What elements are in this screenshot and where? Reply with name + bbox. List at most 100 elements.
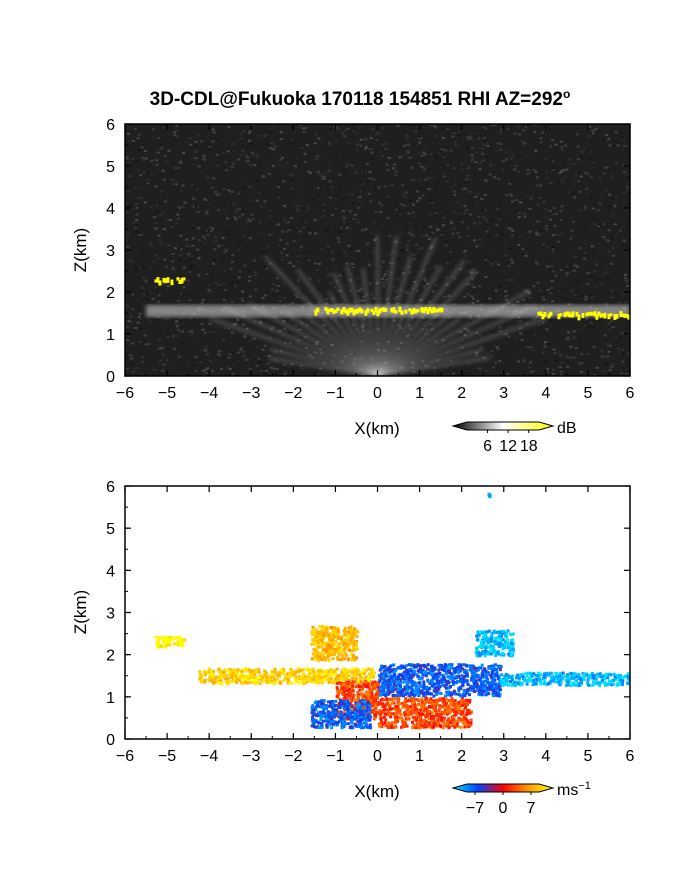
noise-pixel — [617, 301, 621, 304]
noise-pixel — [532, 285, 536, 288]
noise-pixel — [376, 170, 380, 173]
noise-pixel — [351, 130, 355, 133]
noise-pixel — [269, 131, 273, 134]
velocity-pixel — [305, 675, 309, 679]
velocity-pixel — [203, 670, 207, 674]
noise-pixel — [177, 328, 181, 331]
noise-pixel — [569, 254, 573, 257]
noise-pixel — [285, 254, 289, 257]
noise-pixel — [179, 234, 183, 237]
velocity-pixel — [341, 693, 345, 697]
noise-pixel — [371, 157, 375, 160]
noise-pixel — [175, 325, 179, 328]
noise-pixel — [584, 148, 588, 151]
velocity-pixel — [465, 689, 469, 693]
velocity-pixel — [381, 674, 385, 678]
noise-pixel — [552, 302, 556, 305]
noise-pixel — [145, 281, 149, 284]
velocity-pixel — [452, 668, 456, 672]
velocity-pixel — [586, 683, 590, 687]
noise-pixel — [522, 212, 526, 215]
velocity-pixel — [491, 688, 495, 692]
noise-pixel — [164, 261, 168, 264]
velocity-pixel — [450, 675, 454, 679]
noise-pixel — [374, 133, 378, 136]
velocity-pixel — [549, 679, 553, 683]
velocity-pixel — [569, 671, 573, 675]
ray — [268, 357, 378, 376]
noise-pixel — [191, 244, 195, 247]
noise-pixel — [528, 172, 532, 175]
noise-pixel — [212, 189, 216, 192]
velocity-pixel — [205, 671, 209, 675]
noise-pixel — [254, 290, 258, 293]
noise-pixel — [167, 126, 171, 129]
velocity-pixel — [498, 688, 502, 692]
noise-pixel — [384, 141, 388, 144]
noise-pixel — [343, 250, 347, 253]
noise-pixel — [424, 234, 428, 237]
noise-pixel — [331, 258, 335, 261]
noise-pixel — [157, 151, 161, 154]
noise-pixel — [529, 357, 533, 360]
noise-pixel — [486, 144, 490, 147]
velocity-pixel — [447, 681, 451, 685]
noise-pixel — [343, 135, 347, 138]
noise-pixel — [279, 151, 283, 154]
velocity-pixel — [346, 695, 350, 699]
velocity-pixel — [449, 693, 453, 697]
noise-pixel — [148, 267, 152, 270]
noise-pixel — [593, 223, 597, 226]
velocity-pixel — [168, 643, 172, 647]
noise-pixel — [484, 127, 488, 130]
y-tick-label: 3 — [106, 243, 115, 260]
velocity-pixel — [156, 645, 160, 649]
echo-pixel — [577, 314, 581, 321]
noise-pixel — [510, 234, 514, 237]
noise-pixel — [212, 131, 216, 134]
noise-pixel — [399, 177, 403, 180]
noise-pixel — [433, 189, 437, 192]
noise-pixel — [551, 245, 555, 248]
noise-pixel — [208, 331, 212, 334]
velocity-pixel — [302, 668, 306, 672]
velocity-pixel — [526, 671, 530, 675]
noise-pixel — [164, 265, 168, 268]
noise-pixel — [362, 166, 366, 169]
noise-pixel — [145, 135, 149, 138]
noise-pixel — [590, 296, 594, 299]
velocity-pixel — [337, 674, 341, 678]
noise-pixel — [277, 259, 281, 262]
velocity-pixel — [603, 681, 607, 685]
noise-pixel — [338, 230, 342, 233]
noise-pixel — [570, 288, 574, 291]
velocity-pixel — [472, 678, 476, 682]
noise-pixel — [570, 290, 574, 293]
noise-pixel — [130, 208, 134, 211]
noise-pixel — [416, 155, 420, 158]
noise-pixel — [375, 136, 379, 139]
noise-pixel — [395, 257, 399, 260]
noise-pixel — [484, 241, 488, 244]
noise-pixel — [535, 220, 539, 223]
noise-pixel — [366, 242, 370, 245]
velocity-pixel — [384, 683, 388, 687]
noise-pixel — [188, 330, 192, 333]
velocity-pixel — [452, 689, 456, 693]
noise-pixel — [600, 349, 604, 352]
velocity-pixel — [372, 686, 376, 690]
noise-pixel — [157, 354, 161, 357]
velocity-pixel — [369, 701, 373, 705]
noise-pixel — [174, 247, 178, 250]
noise-pixel — [535, 231, 539, 234]
noise-pixel — [138, 186, 142, 189]
velocity-pixel — [596, 672, 600, 676]
noise-pixel — [422, 166, 426, 169]
noise-pixel — [607, 272, 611, 275]
noise-pixel — [240, 153, 244, 156]
velocity-pixel — [426, 706, 430, 710]
noise-pixel — [624, 301, 628, 304]
noise-pixel — [565, 265, 569, 268]
velocity-pixel — [465, 664, 469, 668]
